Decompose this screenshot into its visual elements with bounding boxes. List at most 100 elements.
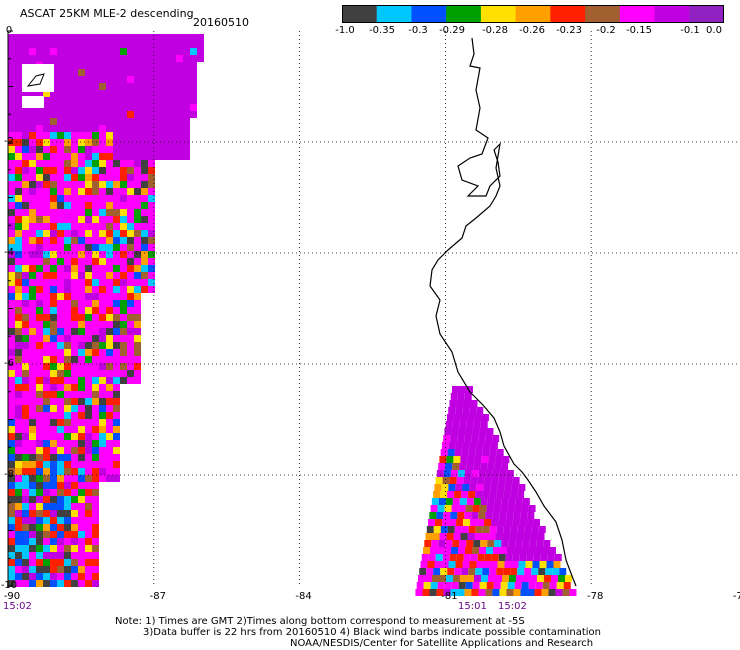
swath-cell [190, 48, 197, 55]
swath-cell [92, 209, 99, 216]
swath-cell [443, 435, 451, 442]
swath-cell [29, 447, 36, 454]
swath-cell [502, 456, 510, 463]
swath-cell [64, 475, 71, 482]
swath-cell [78, 475, 85, 482]
swath-cell [106, 34, 113, 41]
swath-cell [8, 321, 15, 328]
swath-cell [36, 489, 43, 496]
swath-cell [50, 398, 57, 405]
swath-cell [127, 237, 134, 244]
swath-cell [85, 286, 92, 293]
swath-cell [22, 356, 29, 363]
swath-cell [36, 160, 43, 167]
swath-cell [99, 349, 106, 356]
swath-cell [8, 538, 15, 545]
swath-cell [43, 496, 50, 503]
swath-cell [78, 251, 85, 258]
swath-cell [71, 538, 78, 545]
swath-cell [148, 202, 155, 209]
swath-cell [134, 153, 141, 160]
swath-cell [57, 244, 64, 251]
swath-cell [479, 505, 487, 512]
swath-cell [134, 370, 141, 377]
swath-cell [29, 202, 36, 209]
colorbar-swatch [376, 5, 412, 22]
swath-cell [99, 83, 106, 90]
swath-cell [85, 307, 92, 314]
swath-cell [99, 370, 106, 377]
swath-cell [531, 526, 539, 533]
swath-cell [162, 76, 169, 83]
swath-cell [50, 314, 57, 321]
swath-cell [127, 90, 134, 97]
swath-cell [57, 300, 64, 307]
swath-cell [134, 202, 141, 209]
swath-cell [141, 62, 148, 69]
swath-cell [57, 69, 64, 76]
swath-cell [416, 582, 424, 589]
swath-cell [148, 55, 155, 62]
swath-cell [92, 237, 99, 244]
swath-cell [127, 118, 134, 125]
swath-cell [78, 482, 85, 489]
swath-cell [36, 363, 43, 370]
swath-cell [71, 307, 78, 314]
swath-cell [50, 531, 57, 538]
swath-cell [528, 582, 536, 589]
swath-cell [64, 496, 71, 503]
swath-cell [99, 265, 106, 272]
swath-cell [71, 377, 78, 384]
swath-cell [64, 489, 71, 496]
swath-cell [148, 146, 155, 153]
swath-cell [542, 582, 550, 589]
swath-cell [15, 286, 22, 293]
swath-cell [465, 582, 473, 589]
swath-cell [36, 517, 43, 524]
swath-cell [22, 90, 29, 97]
swath-cell [92, 356, 99, 363]
swath-cell [134, 251, 141, 258]
swath-cell [113, 132, 120, 139]
swath-cell [36, 307, 43, 314]
swath-cell [64, 55, 71, 62]
swath-cell [530, 533, 538, 540]
swath-cell [120, 342, 127, 349]
swath-cell [22, 384, 29, 391]
swath-cell [57, 139, 64, 146]
swath-cell [134, 139, 141, 146]
swath-cell [71, 76, 78, 83]
swath-cell [141, 209, 148, 216]
swath-cell [78, 244, 85, 251]
swath-cell [22, 34, 29, 41]
swath-cell [459, 540, 467, 547]
swath-cell [8, 356, 15, 363]
swath-cell [64, 34, 71, 41]
swath-cell [85, 272, 92, 279]
swath-cell [92, 55, 99, 62]
swath-cell [458, 505, 466, 512]
swath-cell [448, 484, 456, 491]
colorbar-label: -0.29 [439, 25, 465, 36]
swath-cell [113, 412, 120, 419]
swath-cell [169, 139, 176, 146]
swath-cell [514, 547, 522, 554]
swath-cell [36, 48, 43, 55]
swath-cell [78, 293, 85, 300]
swath-cell [127, 314, 134, 321]
swath-cell [99, 202, 106, 209]
swath-cell [440, 491, 448, 498]
swath-cell [106, 209, 113, 216]
swath-cell [71, 468, 78, 475]
swath-cell [43, 314, 50, 321]
swath-cell [57, 377, 64, 384]
swath-cell [127, 356, 134, 363]
swath-cell [476, 484, 484, 491]
swath-cell [22, 216, 29, 223]
swath-cell [22, 41, 29, 48]
swath-cell [92, 195, 99, 202]
swath-cell [169, 83, 176, 90]
swath-cell [99, 279, 106, 286]
swath-cell [15, 132, 22, 139]
swath-cell [537, 533, 545, 540]
